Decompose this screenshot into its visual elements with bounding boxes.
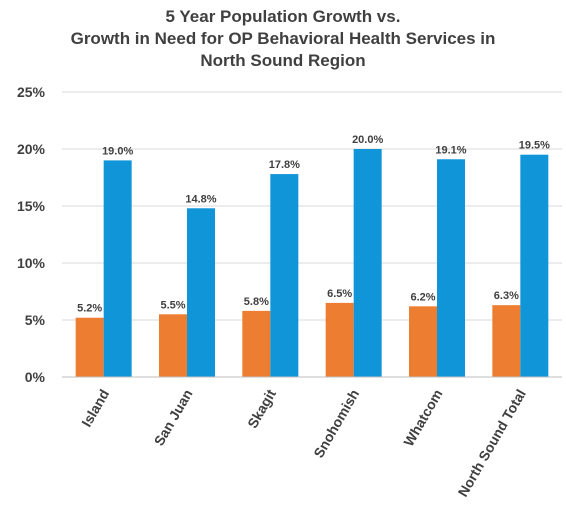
- bar: [520, 154, 549, 377]
- bar: [353, 149, 382, 377]
- bar: [159, 314, 187, 377]
- data-label: 6.5%: [327, 288, 352, 300]
- x-tick-label: Snohomish: [310, 387, 362, 461]
- data-label: 5.5%: [160, 299, 185, 311]
- data-label: 17.8%: [269, 159, 300, 171]
- data-label: 19.0%: [102, 145, 133, 157]
- y-axis-tick-labels: 0% 5% 10% 15% 20% 25%: [17, 84, 46, 385]
- data-label: 5.8%: [244, 296, 269, 308]
- data-label: 5.2%: [77, 303, 102, 315]
- y-tick-label: 0%: [25, 369, 46, 385]
- data-label: 20.0%: [352, 134, 383, 146]
- x-tick-label: Skagit: [244, 386, 279, 431]
- y-tick-label: 10%: [17, 255, 46, 271]
- bar: [409, 306, 437, 377]
- chart-title-line-1: 5 Year Population Growth vs.: [165, 7, 401, 26]
- y-tick-label: 25%: [17, 84, 46, 100]
- chart-title-line-2: Growth in Need for OP Behavioral Health …: [70, 29, 496, 48]
- y-tick-label: 5%: [25, 312, 46, 328]
- bar: [187, 208, 215, 377]
- x-tick-label: Island: [78, 387, 112, 430]
- bars: [75, 149, 549, 377]
- bar: [242, 310, 271, 377]
- x-axis-category-labels: Island San Juan Skagit Snohomish Whatcom Nort…: [78, 386, 529, 499]
- data-label: 14.8%: [185, 193, 216, 205]
- x-tick-label: San Juan: [151, 387, 196, 449]
- y-tick-label: 20%: [17, 141, 46, 157]
- data-label: 6.3%: [494, 290, 519, 302]
- bar: [492, 305, 521, 377]
- x-tick-label: North Sound Total: [455, 387, 529, 500]
- gridlines: [62, 91, 562, 321]
- bar: [103, 160, 132, 377]
- data-label: 19.1%: [435, 144, 466, 156]
- data-labels: 5.2% 19.0% 5.5% 14.8% 5.8% 17.8% 6.5% 20.0% 6.2%…: [77, 134, 550, 315]
- bar: [437, 159, 465, 377]
- y-tick-label: 15%: [17, 198, 46, 214]
- chart-title: 5 Year Population Growth vs. Growth in N…: [0, 6, 566, 72]
- bar: [270, 174, 299, 377]
- chart-title-line-3: North Sound Region: [200, 51, 366, 70]
- data-label: 19.5%: [519, 140, 550, 152]
- data-label: 6.2%: [410, 291, 435, 303]
- bar: [75, 317, 104, 377]
- bar: [325, 302, 354, 377]
- x-tick-label: Whatcom: [400, 387, 445, 450]
